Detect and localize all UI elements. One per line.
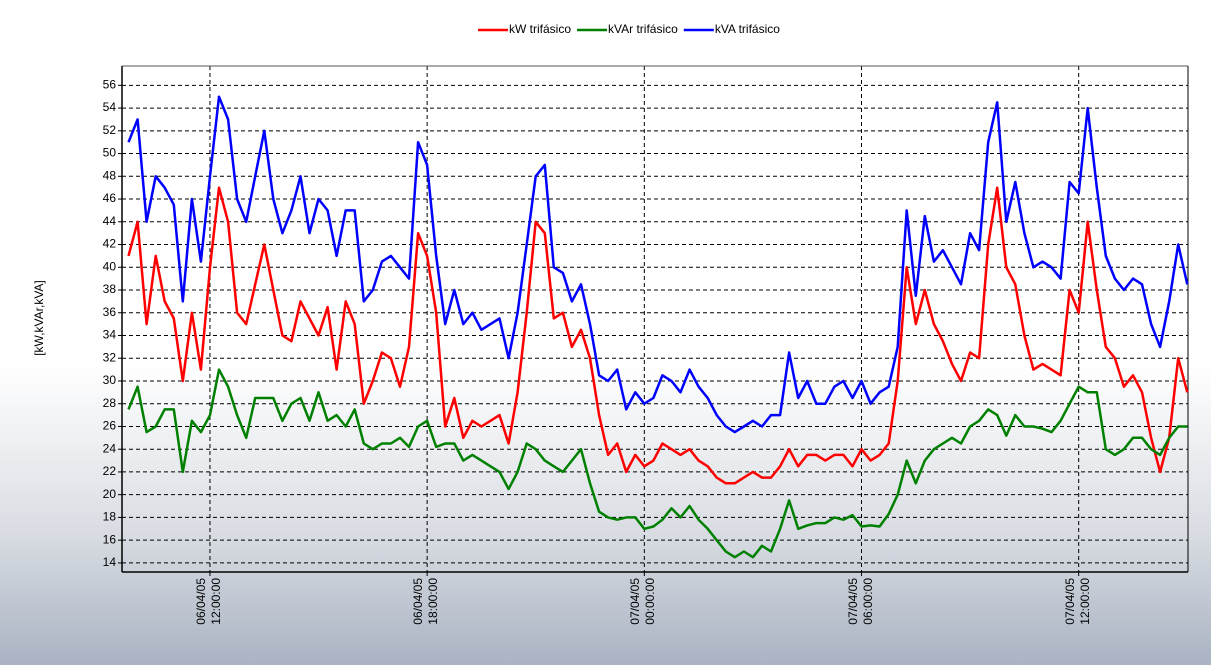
series-line	[127, 186, 1189, 485]
x-tick-label: 07/04/05 06:00:00	[845, 578, 875, 625]
y-tick-label: 28	[103, 396, 117, 410]
y-tick-label: 34	[103, 328, 117, 342]
y-tick-label: 36	[103, 305, 117, 319]
y-tick-label: 14	[103, 555, 117, 569]
series-line	[127, 368, 1188, 559]
y-tick-label: 16	[103, 532, 117, 546]
y-tick-label: 54	[103, 100, 117, 114]
y-tick-label: 52	[103, 123, 117, 137]
y-tick-label: 42	[103, 237, 117, 251]
series-line	[127, 95, 1189, 434]
y-tick-label: 38	[103, 282, 117, 296]
x-tick-label: 06/04/05 12:00:00	[193, 578, 223, 625]
y-tick-label: 18	[103, 510, 117, 524]
y-tick-label: 30	[103, 373, 117, 387]
x-tick-label: 07/04/05 00:00:00	[628, 578, 658, 625]
y-tick-label: 24	[103, 441, 117, 455]
y-tick-label: 32	[103, 350, 117, 364]
y-tick-label: 46	[103, 191, 117, 205]
y-tick-label: 44	[103, 214, 117, 228]
y-tick-label: 26	[103, 419, 117, 433]
y-tick-label: 20	[103, 487, 117, 501]
y-tick-label: 40	[103, 259, 117, 273]
y-tick-label: 50	[103, 146, 117, 160]
legend-label: kVAr trifásico	[608, 22, 678, 36]
plot-area	[122, 66, 1188, 572]
legend-label: kW trifásico	[509, 22, 571, 36]
y-tick-label: 22	[103, 464, 117, 478]
y-tick-label: 48	[103, 168, 117, 182]
x-tick-label: 07/04/05 12:00:00	[1062, 578, 1092, 625]
legend-label: kVA trifásico	[715, 22, 780, 36]
x-tick-label: 06/04/05 18:00:00	[411, 578, 441, 625]
y-tick-label: 56	[103, 78, 117, 92]
y-axis-label: [kW,kVAr,kVA]	[32, 280, 46, 356]
